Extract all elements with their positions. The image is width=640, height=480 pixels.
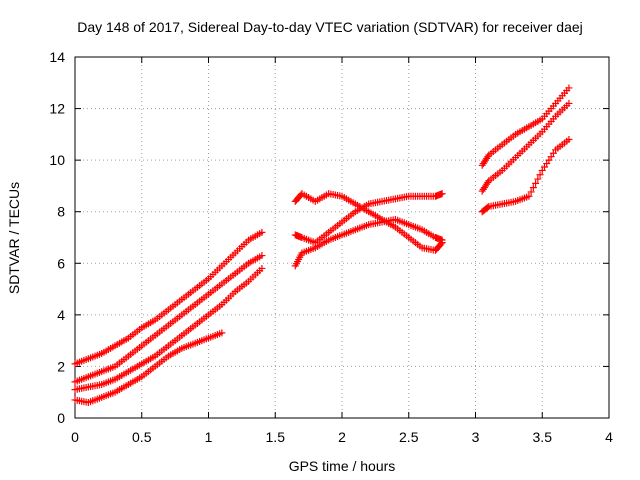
series-track-5 (291, 190, 446, 254)
y-tick-label: 12 (49, 101, 65, 117)
data-points (71, 84, 573, 407)
data-point (525, 192, 533, 200)
data-point (438, 190, 446, 198)
y-tick-label: 2 (57, 358, 65, 374)
x-tick-label: 3 (472, 429, 480, 445)
x-axis-label: GPS time / hours (289, 458, 396, 474)
data-point (536, 171, 544, 179)
data-point (565, 136, 573, 144)
data-point (484, 203, 492, 211)
data-point (258, 252, 266, 260)
y-tick-label: 8 (57, 204, 65, 220)
series-track-6 (291, 190, 446, 247)
x-tick-label: 4 (605, 429, 613, 445)
x-tick-label: 2 (338, 429, 346, 445)
y-tick-label: 6 (57, 255, 65, 271)
data-point (484, 153, 492, 161)
data-point (438, 236, 446, 244)
data-point (534, 175, 542, 183)
data-point (527, 188, 535, 196)
series-track-8 (478, 84, 573, 169)
data-point (532, 179, 540, 187)
x-tick-label: 0.5 (132, 429, 152, 445)
axis-ticks: 0 0.5 1 1.5 2 2.5 3 3.5 4 0 2 4 6 8 10 12 14 (49, 49, 613, 445)
series-track-9 (478, 99, 573, 195)
y-tick-label: 10 (49, 152, 65, 168)
data-point (258, 228, 266, 236)
x-tick-label: 1 (205, 429, 213, 445)
series-track-7 (291, 215, 446, 270)
chart-title: Day 148 of 2017, Sidereal Day-to-day VTE… (77, 19, 583, 35)
data-point (218, 329, 226, 337)
data-point (565, 99, 573, 107)
series-track-10 (478, 136, 573, 216)
y-axis-label: SDTVAR / TECUs (6, 182, 22, 294)
series-track-1 (71, 228, 266, 368)
data-point (258, 264, 266, 272)
data-point (529, 184, 537, 192)
x-tick-label: 0 (71, 429, 79, 445)
data-point (565, 84, 573, 92)
y-tick-label: 0 (57, 410, 65, 426)
y-tick-label: 14 (49, 49, 65, 65)
x-tick-label: 3.5 (533, 429, 553, 445)
y-tick-label: 4 (57, 307, 65, 323)
x-tick-label: 2.5 (399, 429, 419, 445)
x-tick-label: 1.5 (266, 429, 286, 445)
series-track-2 (71, 252, 266, 386)
data-point (484, 178, 492, 186)
series-track-3 (71, 264, 266, 394)
series-track-4 (71, 329, 226, 407)
